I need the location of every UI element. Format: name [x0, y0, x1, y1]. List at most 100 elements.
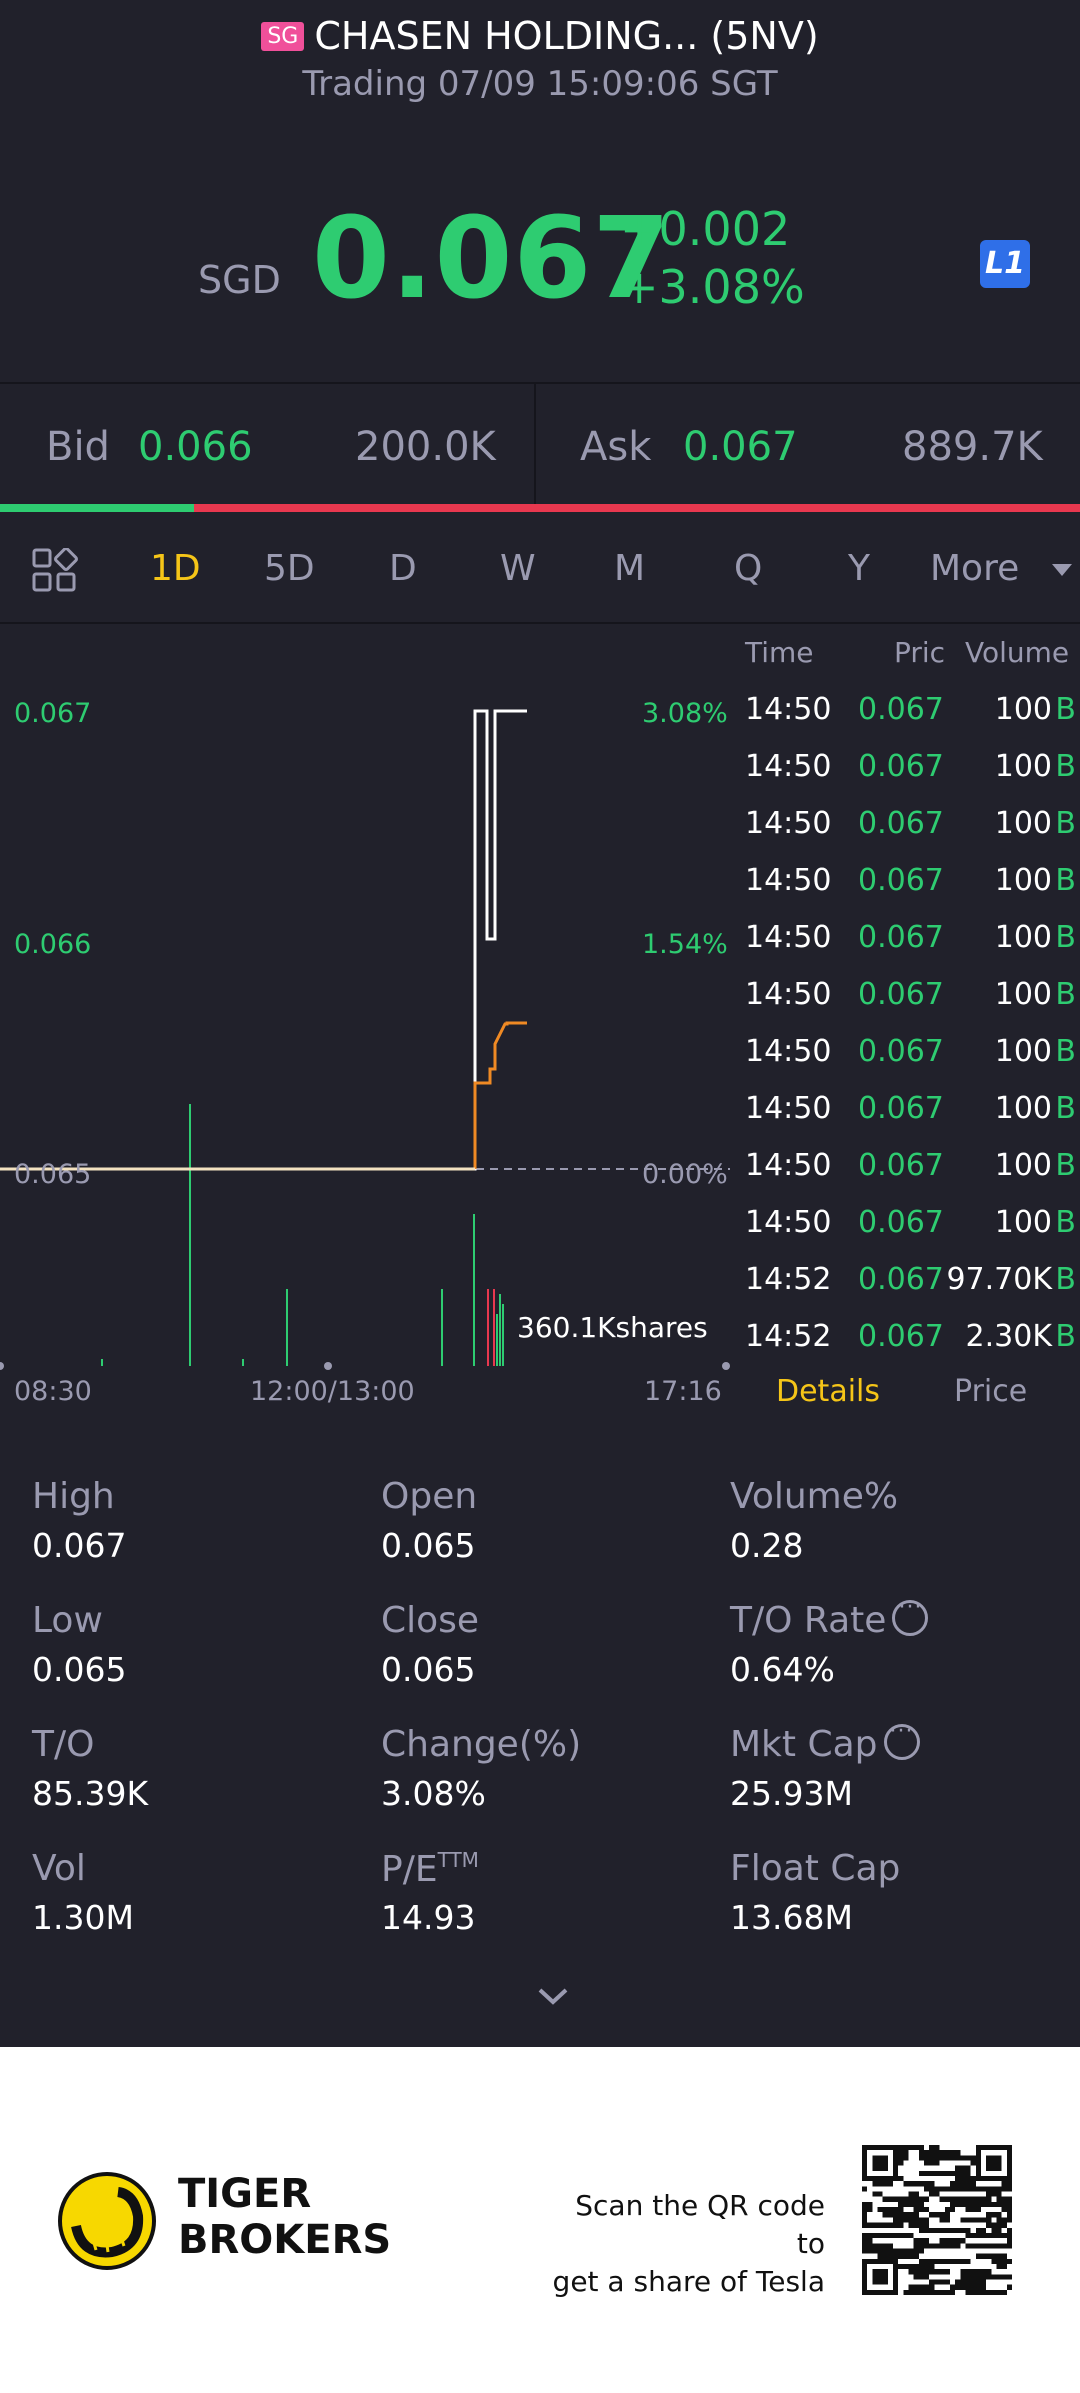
qr-module — [986, 2155, 1002, 2171]
qr-module — [913, 2248, 919, 2254]
qr-module — [991, 2258, 997, 2264]
qr-module — [893, 2196, 899, 2202]
tab-details[interactable]: Details — [776, 1374, 881, 1409]
qr-module — [918, 2207, 925, 2213]
qr-module — [887, 2207, 894, 2213]
qr-module — [975, 2232, 981, 2239]
qr-module — [913, 2181, 919, 2187]
qr-module — [934, 2150, 940, 2156]
quote-page — [0, 0, 1080, 2047]
qr-module — [965, 2284, 971, 2290]
price-axis-high: 0.067 — [14, 698, 92, 729]
qr-module — [918, 2145, 925, 2151]
qr-module — [986, 2289, 992, 2295]
qr-module — [862, 2222, 868, 2228]
tab-w[interactable]: W — [500, 548, 536, 589]
qr-module — [944, 2269, 950, 2275]
qr-module — [913, 2145, 919, 2151]
qr-module — [955, 2155, 961, 2161]
qr-module — [965, 2186, 971, 2192]
qr-module — [955, 2181, 961, 2187]
qr-module — [960, 2269, 966, 2275]
trade-row: 14:52 0.067 2.30K B — [730, 1319, 1080, 1375]
qr-module — [929, 2145, 935, 2151]
qr-module — [955, 2176, 961, 2182]
more-info-icon[interactable] — [883, 1719, 920, 1760]
qr-module — [949, 2238, 956, 2244]
qr-module — [960, 2176, 966, 2182]
trade-direction: B — [1055, 1205, 1076, 1240]
qr-module — [893, 2253, 899, 2259]
qr-module — [877, 2222, 883, 2228]
qr-module — [867, 2232, 873, 2239]
level1-badge[interactable]: L1 — [980, 240, 1030, 288]
tab-price[interactable]: Price — [954, 1374, 1028, 1409]
qr-module — [980, 2253, 987, 2259]
trade-volume: 100 — [994, 920, 1052, 955]
qr-module — [986, 2212, 992, 2218]
qr-module — [882, 2222, 888, 2228]
qr-module — [975, 2284, 981, 2290]
qr-module — [975, 2207, 981, 2213]
qr-module — [960, 2238, 966, 2244]
time-and-sales[interactable]: Time Pric Volume 14:50 0.067 100 B 14:50 0.06… — [730, 624, 1080, 1384]
dropdown-triangle-icon[interactable] — [1052, 564, 1072, 578]
tab-5d[interactable]: 5D — [264, 548, 315, 589]
qr-module — [893, 2248, 899, 2254]
qr-module — [965, 2227, 971, 2233]
intraday-chart[interactable]: 0.067 0.066 0.065 3.08% 1.54% 0.00% — [0, 624, 730, 1394]
stock-title: SG CHASEN HOLDING... (5NV) — [0, 14, 1080, 58]
qr-module — [986, 2269, 992, 2275]
stat-low: Low 0.065 — [32, 1600, 362, 1720]
qr-module — [903, 2212, 909, 2218]
qr-module — [924, 2222, 930, 2228]
price-axis-mid: 0.066 — [14, 929, 92, 960]
bid-ask-panel: Bid 0.066 200.0K Ask 0.067 889.7K — [0, 384, 1080, 504]
qr-module — [1006, 2207, 1012, 2213]
qr-module — [877, 2181, 883, 2187]
qr-module — [908, 2263, 914, 2270]
qr-module — [893, 2217, 899, 2223]
ask-price: 0.067 — [683, 424, 798, 470]
trade-time: 14:50 — [745, 1148, 832, 1183]
chevron-down-icon[interactable] — [536, 1980, 570, 2014]
qr-module — [955, 2238, 961, 2244]
qr-module — [996, 2253, 1002, 2259]
qr-module — [996, 2212, 1002, 2218]
qr-module — [918, 2227, 925, 2233]
qr-module — [887, 2222, 894, 2228]
qr-module — [939, 2217, 945, 2223]
more-info-icon[interactable] — [892, 1595, 929, 1636]
tab-y[interactable]: Y — [848, 548, 870, 589]
trade-volume: 100 — [994, 1148, 1052, 1183]
qr-module — [918, 2243, 925, 2249]
tab-m[interactable]: M — [614, 548, 646, 589]
tab-more[interactable]: More — [930, 548, 1020, 589]
tab-1d[interactable]: 1D — [150, 548, 201, 589]
qr-module — [924, 2238, 930, 2244]
qr-module — [924, 2150, 930, 2156]
qr-module — [970, 2284, 976, 2290]
qr-module — [996, 2201, 1002, 2208]
stat-value: 13.68M — [730, 1898, 853, 1937]
qr-module — [887, 2212, 894, 2218]
tab-d[interactable]: D — [389, 548, 417, 589]
qr-module — [887, 2243, 894, 2249]
qr-module — [1006, 2274, 1012, 2280]
stat-label: Open — [381, 1476, 478, 1517]
layout-grid-icon[interactable] — [32, 548, 78, 594]
stat-label: Close — [381, 1600, 480, 1641]
qr-module — [1001, 2258, 1007, 2264]
trade-time: 14:50 — [745, 692, 832, 727]
qr-module — [949, 2227, 956, 2233]
qr-module — [970, 2186, 976, 2192]
qr-module — [944, 2227, 950, 2233]
qr-module — [996, 2217, 1002, 2223]
trade-time: 14:50 — [745, 920, 832, 955]
trade-row: 14:50 0.067 100 B — [730, 749, 1080, 805]
trade-row: 14:50 0.067 100 B — [730, 1034, 1080, 1090]
qr-module — [867, 2207, 873, 2213]
tab-q[interactable]: Q — [734, 548, 763, 589]
qr-module — [929, 2160, 935, 2166]
stat-label-sup: TTM — [437, 1848, 479, 1872]
